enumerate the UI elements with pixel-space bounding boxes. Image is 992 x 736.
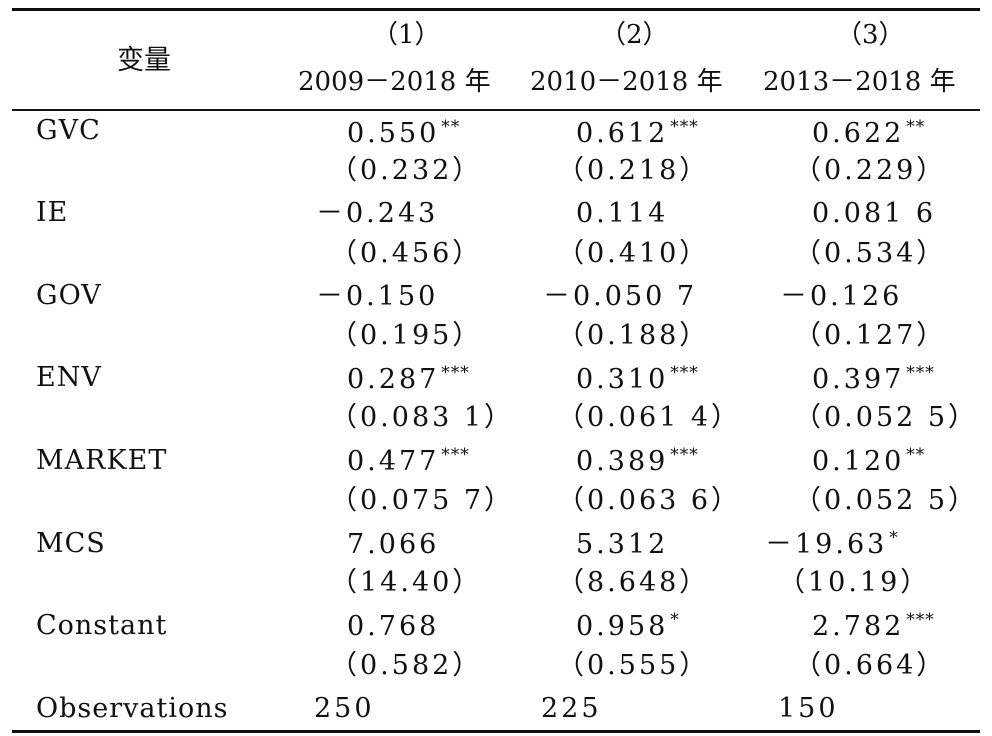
coef-market-2: 0.389 *** — [576, 445, 699, 477]
row-label-constant: Constant — [36, 610, 168, 641]
coef-gov-1: －0.150 — [316, 281, 439, 312]
se-env-1: （0.083 1） — [330, 402, 515, 433]
coef-gov-3: －0.126 — [780, 281, 903, 312]
coef-constant-1: 0.768 — [347, 611, 440, 642]
se-constant-3: （0.664） — [794, 650, 947, 681]
se-gvc-2: （0.218） — [557, 155, 710, 186]
coef-market-3: 0.120 ** — [812, 445, 926, 477]
se-ie-1: （0.456） — [330, 238, 483, 269]
coef-ie-2: 0.114 — [576, 198, 669, 229]
coef-env-1: 0.287 *** — [347, 363, 470, 395]
coef-constant-2: 0.958 * — [576, 610, 680, 642]
se-env-3: （0.052 5） — [794, 402, 979, 433]
coef-mcs-1: 7.066 — [347, 529, 440, 560]
row-label-gvc: GVC — [36, 115, 101, 146]
top-rule — [12, 8, 980, 11]
se-market-2: （0.063 6） — [557, 485, 742, 516]
column-2-period: 2010－2018 年 — [530, 67, 723, 97]
coef-gov-2: －0.050 7 — [543, 281, 698, 312]
se-gov-2: （0.188） — [557, 320, 710, 351]
coef-mcs-2: 5.312 — [576, 529, 669, 560]
coef-gvc-2: 0.612 *** — [576, 117, 699, 149]
se-mcs-2: （8.648） — [557, 567, 710, 598]
column-1-number: （1） — [372, 20, 441, 50]
column-2-number: （2） — [600, 20, 669, 50]
observations-1: 250 — [314, 693, 375, 724]
row-label-mcs: MCS — [36, 528, 106, 559]
coef-ie-3: 0.081 6 — [812, 198, 937, 229]
column-3-period: 2013－2018 年 — [763, 67, 956, 97]
column-1-period: 2009－2018 年 — [298, 67, 491, 97]
coef-market-1: 0.477 *** — [347, 445, 470, 477]
se-gov-3: （0.127） — [794, 320, 947, 351]
variable-header: 变量 — [117, 45, 171, 76]
coef-env-3: 0.397 *** — [812, 363, 935, 395]
observations-2: 225 — [541, 693, 602, 724]
row-label-env: ENV — [36, 362, 102, 393]
column-3-number: （3） — [836, 20, 905, 50]
se-gov-1: （0.195） — [330, 320, 483, 351]
coef-env-2: 0.310 *** — [576, 363, 699, 395]
se-constant-1: （0.582） — [330, 650, 483, 681]
row-label-gov: GOV — [36, 280, 102, 311]
se-market-1: （0.075 7） — [330, 485, 515, 516]
row-label-ie: IE — [36, 197, 69, 228]
coef-gvc-1: 0.550 ** — [347, 117, 461, 149]
coef-ie-1: －0.243 — [316, 198, 439, 229]
bottom-rule — [12, 730, 980, 733]
se-constant-2: （0.555） — [557, 650, 710, 681]
se-mcs-3: （10.19） — [778, 567, 931, 598]
se-ie-2: （0.410） — [557, 238, 710, 269]
se-mcs-1: （14.40） — [330, 567, 483, 598]
se-gvc-3: （0.229） — [794, 155, 947, 186]
row-label-observations: Observations — [36, 693, 229, 724]
observations-3: 150 — [778, 693, 839, 724]
se-market-3: （0.052 5） — [794, 485, 979, 516]
se-env-2: （0.061 4） — [557, 402, 742, 433]
coef-gvc-3: 0.622 ** — [812, 117, 926, 149]
header-rule — [12, 109, 980, 111]
se-gvc-1: （0.232） — [330, 155, 483, 186]
coef-constant-3: 2.782 *** — [812, 610, 935, 642]
se-ie-3: （0.534） — [794, 238, 947, 269]
row-label-market: MARKET — [36, 445, 168, 476]
coef-mcs-3: －19.63 * — [765, 528, 899, 560]
